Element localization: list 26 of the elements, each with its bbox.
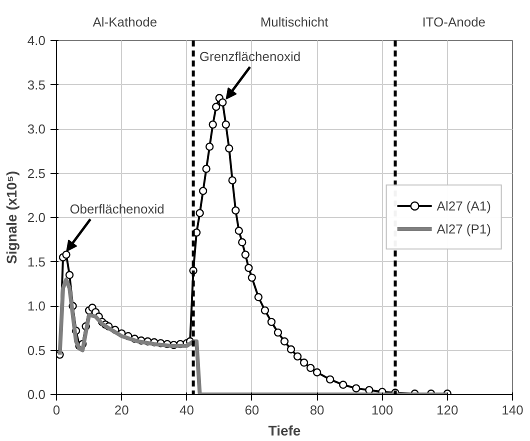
y-tick-label: 2.0 <box>27 210 46 225</box>
y-axis-title: Signale (x10⁵) <box>3 171 20 264</box>
y-tick-label: 3.0 <box>27 122 46 136</box>
x-tick-label: 60 <box>244 402 260 418</box>
y-tick-label: 1.0 <box>27 298 46 314</box>
x-tick-label: 20 <box>114 402 129 418</box>
x-tick-label: 120 <box>436 402 458 418</box>
x-axis-title: Tiefe <box>268 422 301 438</box>
y-tick-label: 0.0 <box>27 387 46 402</box>
annotation: Oberflächenoxid <box>70 201 164 216</box>
text: Multischicht <box>260 14 329 30</box>
y-tick-label: 0.5 <box>27 342 46 358</box>
legend-label: Al27 (P1) <box>436 221 491 236</box>
text: ITO-Anode <box>422 14 486 30</box>
text: Al-Kathode <box>92 14 158 30</box>
x-tick-label: 140 <box>502 402 524 418</box>
y-tick-label: 4.0 <box>27 33 46 48</box>
x-tick-label: 0 <box>52 402 60 418</box>
legend-label: Al27 (A1) <box>436 198 491 213</box>
annotation: Grenzflächenoxid <box>199 49 301 64</box>
y-tick-label: 1.5 <box>27 254 46 270</box>
x-tick-label: 100 <box>371 402 394 418</box>
y-tick-label: 3.5 <box>27 77 46 92</box>
x-tick-label: 40 <box>180 402 194 418</box>
x-tick-label: 80 <box>310 402 324 418</box>
y-tick-label: 2.5 <box>27 166 46 181</box>
